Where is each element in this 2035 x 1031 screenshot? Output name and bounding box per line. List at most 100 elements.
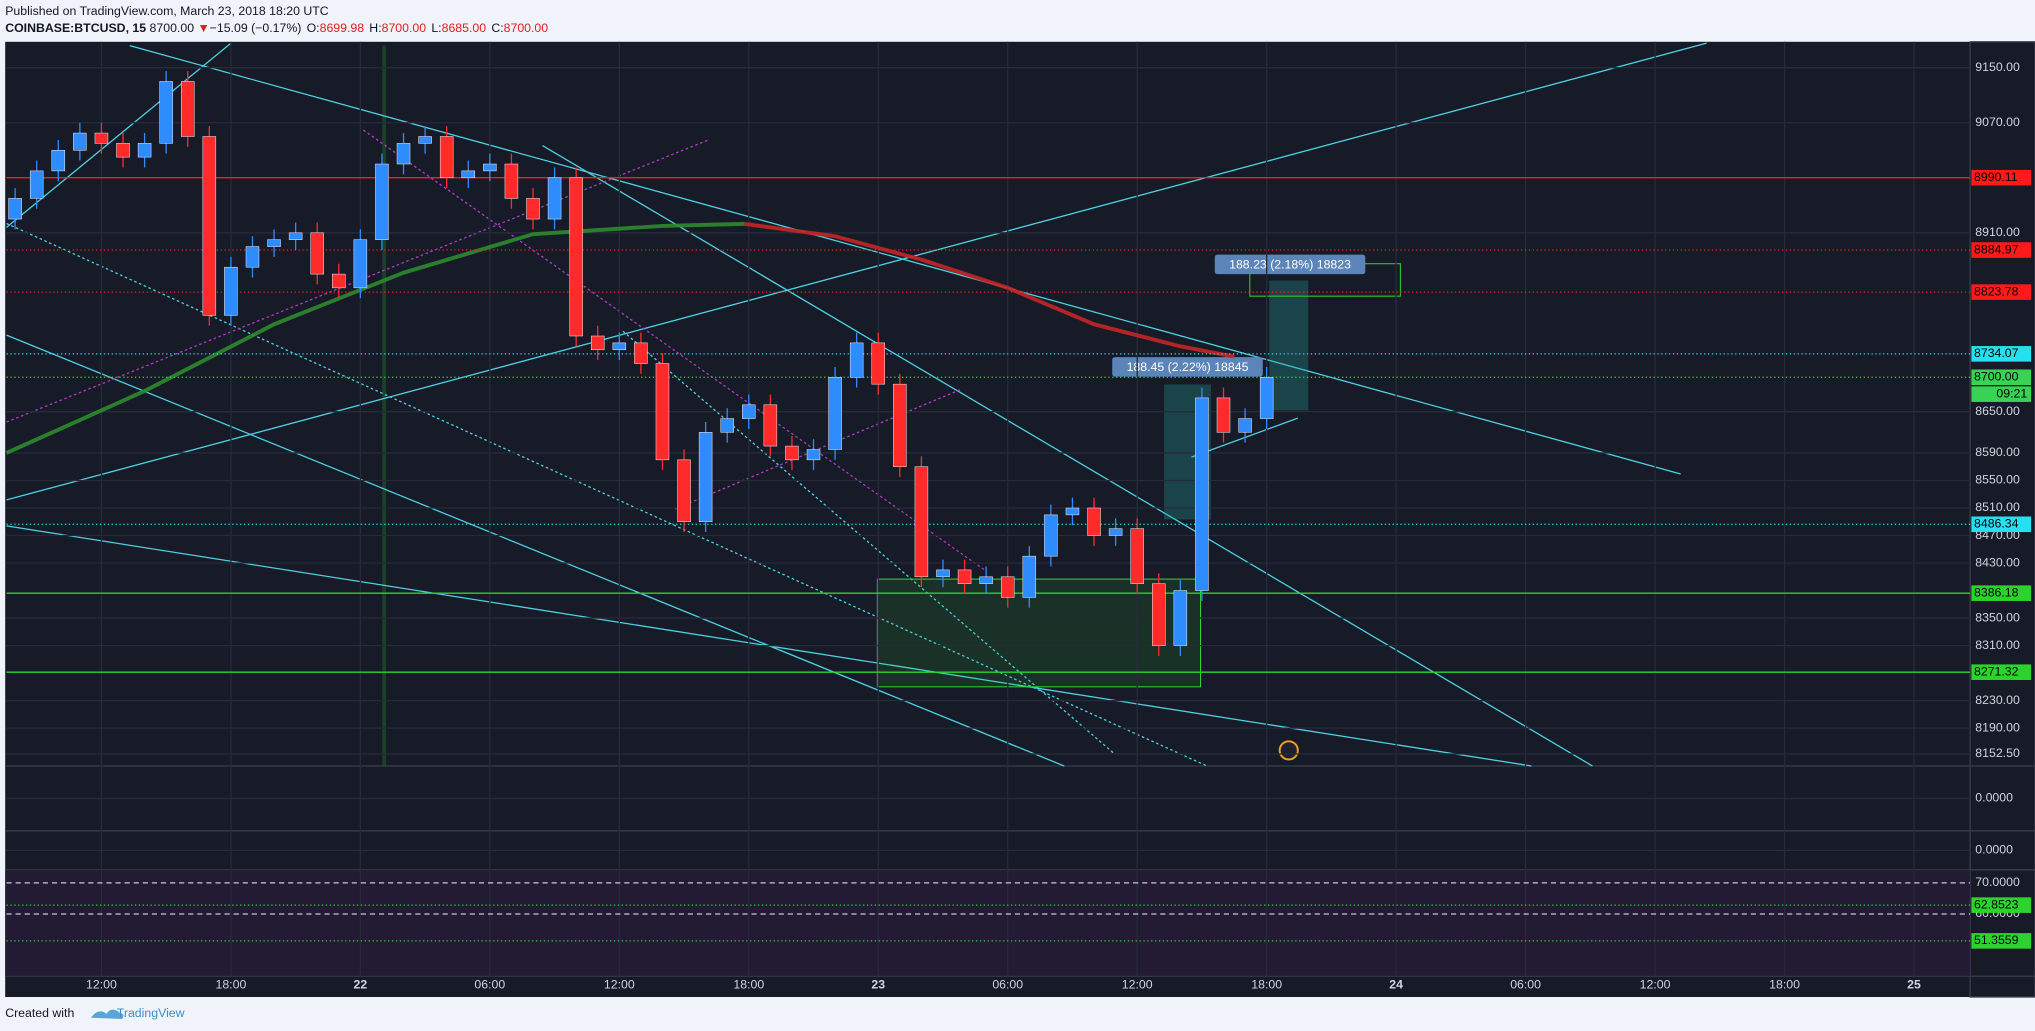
footer: Created with: [5, 1006, 74, 1020]
price-level-label: 8734.07: [1974, 346, 2019, 360]
candle-body: [828, 377, 842, 450]
x-tick-label: 22: [354, 978, 368, 992]
candle-body: [957, 569, 972, 584]
trend-line: [6, 42, 232, 228]
candle-body: [893, 383, 907, 467]
price-level-label: 8700.00: [1974, 370, 2019, 384]
measure-box: [1269, 280, 1309, 411]
price-level-badge: [1971, 284, 2032, 300]
candle-body: [461, 170, 476, 179]
candle-body: [612, 342, 627, 351]
candle-body: [1000, 576, 1015, 598]
y-tick-label: 8350.00: [1975, 610, 2020, 624]
candle-body: [698, 432, 713, 523]
countdown: 09:21: [1996, 386, 2027, 400]
ohlc-value: 8700.00: [504, 21, 549, 35]
range-box: [876, 578, 1202, 688]
ohlc-key: O:: [307, 21, 320, 35]
candle-body: [1152, 583, 1166, 646]
x-tick-label: 12:00: [604, 978, 635, 992]
candle-body: [979, 576, 993, 584]
symbol: COINBASE:BTCUSD, 15: [5, 21, 146, 35]
price-level-badge: [1971, 585, 2032, 601]
candle-body: [8, 198, 22, 220]
candle-body: [159, 81, 173, 144]
x-tick-label: 18:00: [733, 978, 764, 992]
candle-body: [137, 143, 152, 158]
ohlc-value: 8685.00: [442, 21, 487, 35]
candle-body: [1130, 528, 1144, 584]
brand: TradingView: [117, 1006, 185, 1020]
candle-body: [245, 246, 260, 268]
candle-body: [1173, 590, 1188, 646]
ohlc-key: H:: [369, 21, 381, 35]
candle-body: [936, 569, 950, 578]
price-level-badge: [1971, 664, 2032, 680]
candle-body: [116, 143, 130, 158]
candle-body: [180, 81, 195, 137]
candle-body: [1022, 555, 1037, 598]
panel-level-label: 62.8523: [1974, 897, 2019, 911]
x-tick-label: 06:00: [992, 978, 1023, 992]
candle-body: [418, 136, 432, 144]
panel-tick-label: 70.0000: [1975, 875, 2020, 889]
candle-body: [526, 198, 540, 220]
y-tick-label: 8190.00: [1975, 720, 2020, 734]
y-tick-label: 8650.00: [1975, 404, 2020, 418]
x-tick-label: 18:00: [1251, 978, 1282, 992]
ohlc-key: L:: [431, 21, 441, 35]
candle-body: [742, 404, 756, 419]
candle-body: [439, 136, 454, 179]
candle-body: [94, 132, 109, 144]
candle-body: [1216, 397, 1231, 433]
x-tick-label: 23: [871, 978, 885, 992]
candle-body: [224, 266, 238, 316]
brand-logo: [90, 1009, 124, 1020]
price-level-label: 8386.18: [1974, 585, 2019, 599]
candle-body: [504, 163, 519, 199]
event-icon[interactable]: [1278, 740, 1299, 761]
y-tick-label: 8910.00: [1975, 225, 2020, 239]
moving-average: [5, 221, 745, 455]
price-level-label: 8990.11: [1974, 170, 2018, 184]
price-level-label: 8823.78: [1974, 284, 2019, 298]
candle-body: [73, 132, 87, 151]
panel-tick-label: 0.0000: [1975, 791, 2013, 805]
channel-lines: [6, 129, 987, 572]
candle-body: [51, 149, 66, 172]
candle-body: [849, 342, 864, 378]
candle-body: [1065, 507, 1080, 516]
candle-body: [677, 459, 691, 523]
trend-line: [622, 330, 1114, 754]
candle-body: [288, 232, 303, 240]
x-tick-label: 06:00: [1510, 978, 1541, 992]
header: Published on TradingView.com, March 23, …: [5, 4, 329, 18]
change-arrow: ▼: [197, 21, 209, 35]
channel-line: [6, 139, 708, 423]
countdown-badge: [1971, 386, 2032, 402]
candle-body: [914, 466, 929, 578]
candle-body: [375, 163, 389, 240]
candle-body: [763, 404, 778, 447]
ohlc-value: 8700.00: [382, 21, 427, 35]
price-level-badge: [1971, 169, 2032, 186]
candle-body: [634, 342, 648, 364]
candle-body: [871, 342, 885, 385]
x-tick-label: 18:00: [215, 978, 246, 992]
ohlc-value: 8699.98: [320, 21, 365, 35]
candle-body: [483, 163, 497, 172]
moving-average: [744, 221, 1235, 359]
price-level-badge: [1971, 346, 2032, 362]
price-level-label: 8884.97: [1974, 242, 2019, 256]
candle-body: [1087, 507, 1101, 536]
candle-body: [1195, 397, 1209, 591]
candle-body: [655, 363, 670, 461]
x-tick-label: 12:00: [1122, 978, 1153, 992]
x-tick-label: 18:00: [1769, 978, 1800, 992]
rsi-background: [5, 869, 1971, 977]
y-tick-label: 8152.50: [1975, 746, 2020, 760]
price-level-badge: [1971, 516, 2032, 533]
annotation: 188.23 (2.18%) 18823: [1229, 257, 1351, 271]
chart-background: [5, 41, 2035, 997]
